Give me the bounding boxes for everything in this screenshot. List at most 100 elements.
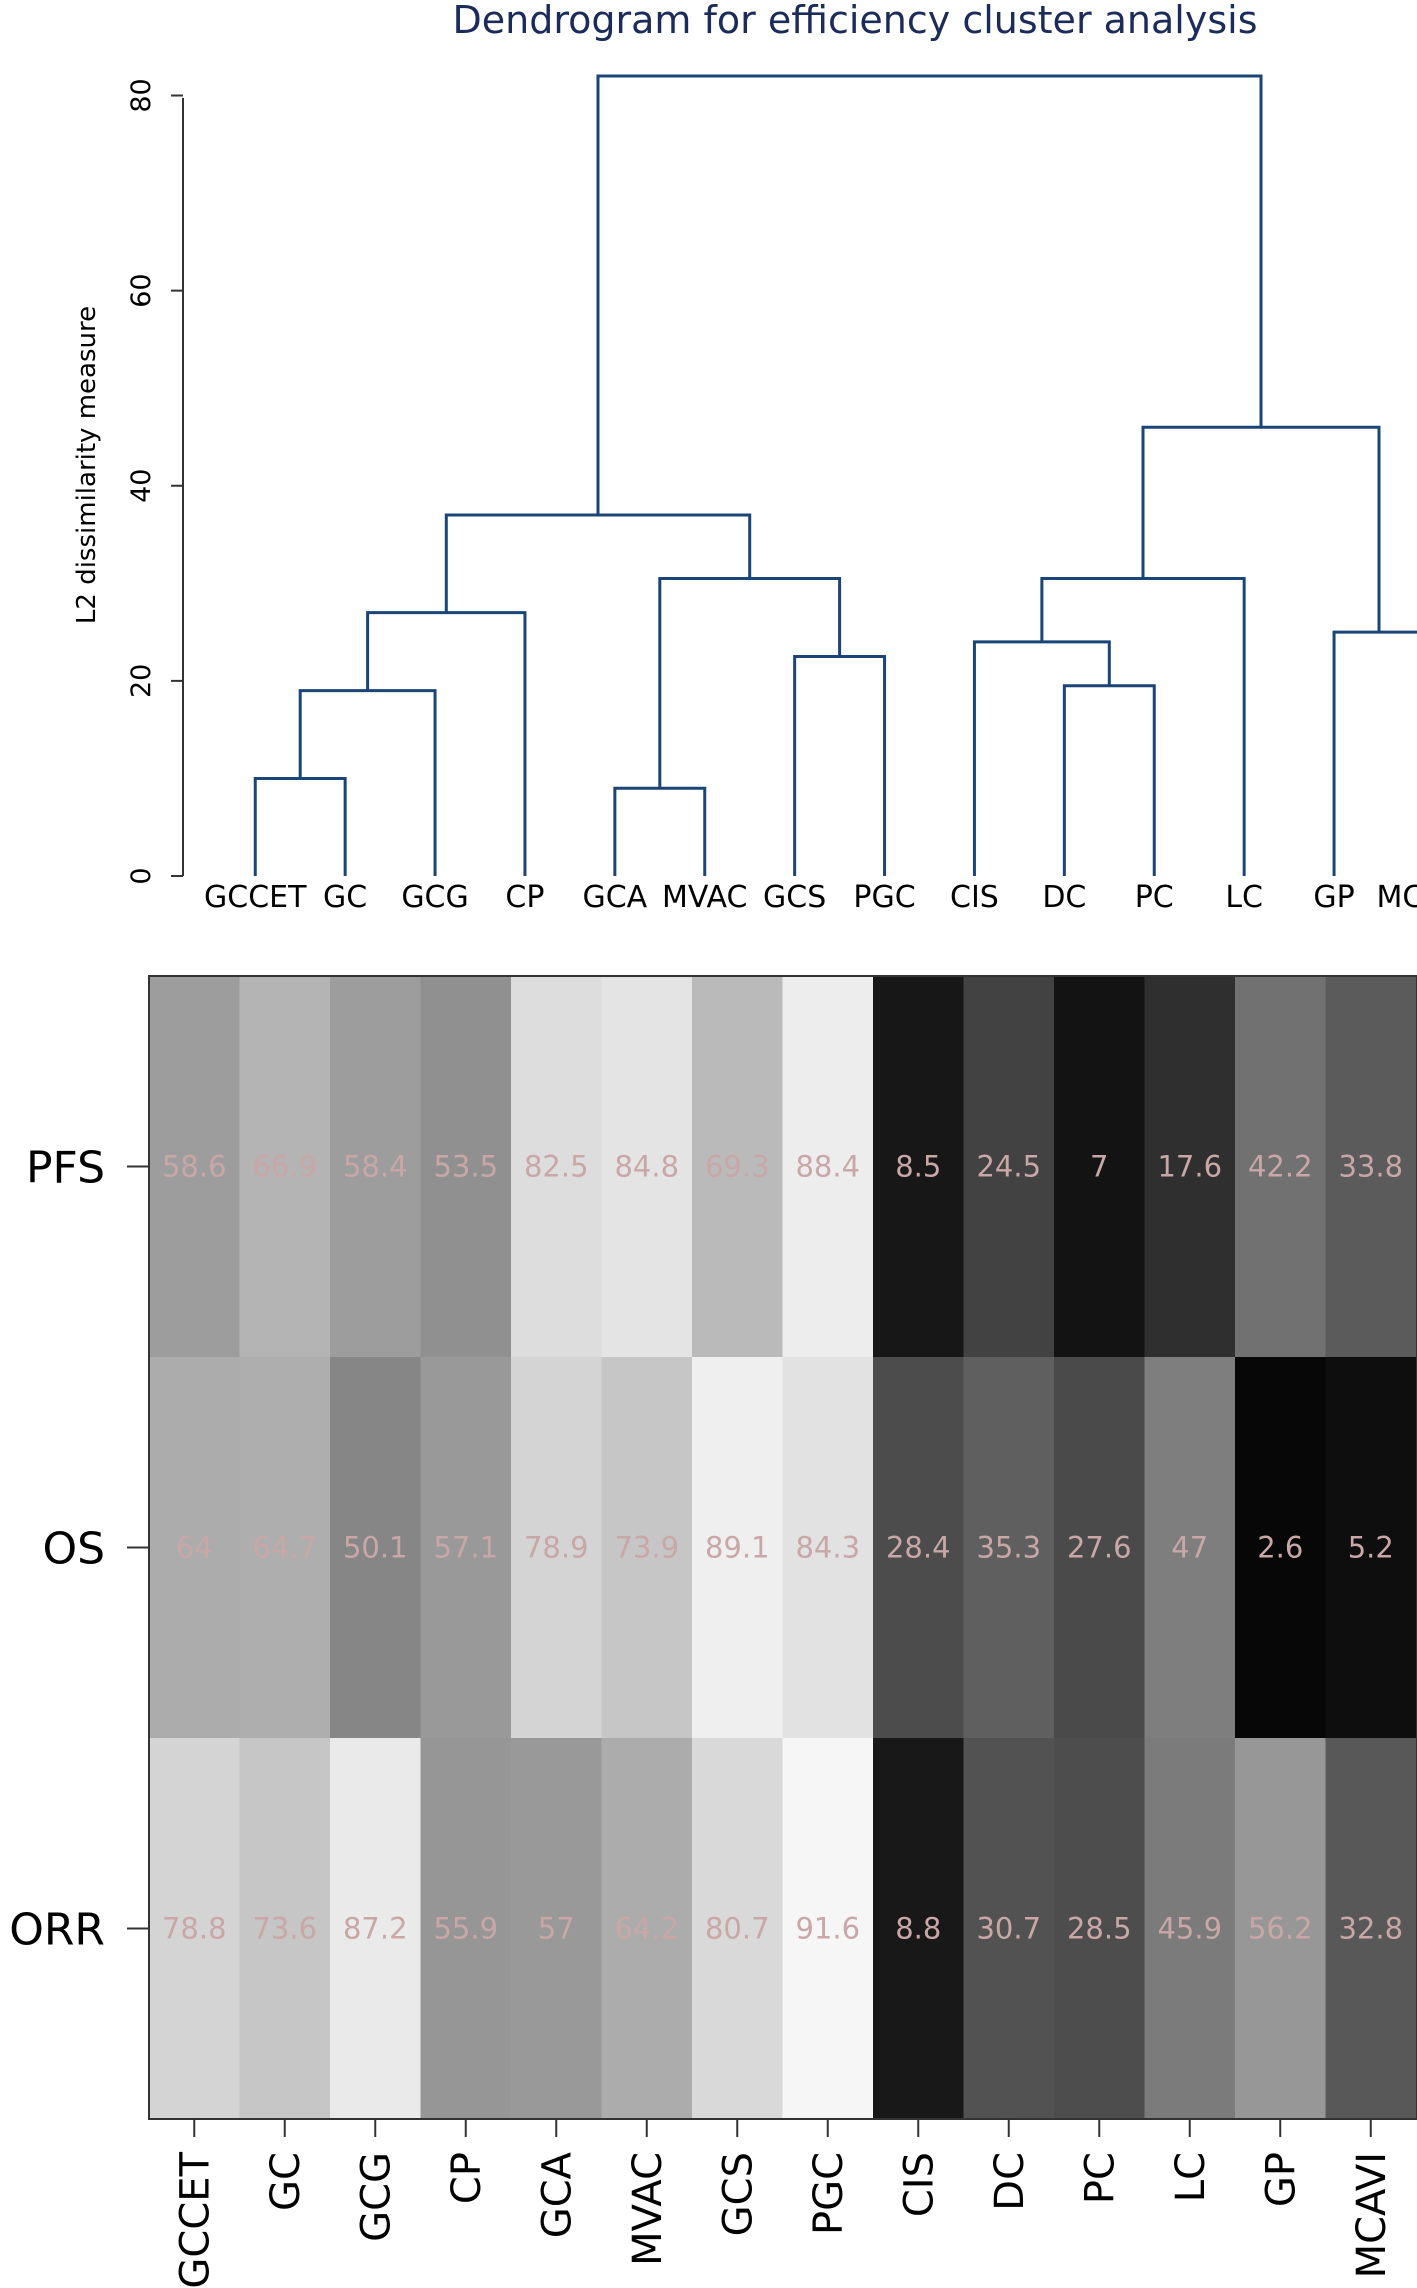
heatmap-cell-orr-gc xyxy=(239,1738,331,2120)
dendrogram-link-n13 xyxy=(596,74,1263,516)
heatmap-value-label: 69.3 xyxy=(705,1150,770,1184)
heatmap-value-label: 47 xyxy=(1171,1531,1208,1565)
heatmap-cell-pfs-gca xyxy=(511,976,603,1358)
heatmap-cell-orr-mcavi xyxy=(1325,1738,1417,2120)
heatmap-cell-os-dc xyxy=(963,1357,1055,1739)
heatmap-value-label: 28.4 xyxy=(886,1531,951,1565)
heatmap-value-label: 42.2 xyxy=(1248,1150,1313,1184)
row-label-orr: ORR xyxy=(9,1905,105,1956)
heatmap-cell-os-cp xyxy=(420,1357,512,1739)
heatmap-cell-orr-gca xyxy=(511,1738,603,2120)
heatmap-cell-pfs-dc xyxy=(963,976,1055,1358)
heatmap-value-label: 2.6 xyxy=(1257,1531,1303,1565)
dendrogram-link-n7 xyxy=(444,513,752,613)
heatmap-value-label: 7 xyxy=(1090,1150,1108,1184)
heatmap-value-label: 87.2 xyxy=(343,1912,408,1946)
y-tick-label: 40 xyxy=(126,469,157,503)
column-label-pc: PC xyxy=(1077,2152,1123,2204)
heatmap-cell-orr-cis xyxy=(873,1738,965,2120)
heatmap-column-labels: GCCET GC GCG CP GCA MVAC GCS PGC CIS DC PC LC GP MCAV… xyxy=(172,2119,1395,2288)
heatmap-value-label: 66.9 xyxy=(252,1150,317,1184)
heatmap-cells xyxy=(149,976,1417,2120)
heatmap-cell-pfs-mvac xyxy=(601,976,693,1358)
leaf-label-dc: DC xyxy=(1042,880,1086,915)
heatmap-value-labels: 58.6 66.9 58.4 53.5 82.5 84.8 69.3 88.4 8.5 24.5 7… xyxy=(162,1150,1403,1946)
heatmap-cell-os-gcs xyxy=(692,1357,784,1739)
heatmap-value-label: 28.5 xyxy=(1067,1912,1132,1946)
column-label-cis: CIS xyxy=(896,2152,942,2217)
dendrogram-link-n8 xyxy=(1062,684,1156,876)
heatmap-value-label: 53.5 xyxy=(433,1150,498,1184)
dendrogram-link-n3 xyxy=(366,611,527,876)
heatmap-cell-os-pc xyxy=(1054,1357,1146,1739)
column-label-mcavi: MCAVI xyxy=(1349,2152,1395,2278)
column-label-gp: GP xyxy=(1258,2152,1304,2207)
heatmap-cell-os-cis xyxy=(873,1357,965,1739)
dendrogram-link-n11 xyxy=(1332,630,1417,876)
heatmap-cell-os-lc xyxy=(1144,1357,1236,1739)
dendrogram-links xyxy=(253,74,1417,876)
leaf-label-gp: GP xyxy=(1313,880,1354,915)
y-tick-label: 20 xyxy=(126,664,157,698)
column-label-cp: CP xyxy=(444,2152,490,2204)
heatmap-cell-os-mcavi xyxy=(1325,1357,1417,1739)
heatmap-value-label: 50.1 xyxy=(343,1531,408,1565)
heatmap-value-label: 84.3 xyxy=(795,1531,860,1565)
column-label-gcs: GCS xyxy=(715,2152,761,2236)
column-label-gca: GCA xyxy=(534,2151,580,2238)
heatmap-cell-os-pgc xyxy=(782,1357,874,1739)
heatmap-value-label: 33.8 xyxy=(1338,1150,1403,1184)
dendrogram-leaf-labels: GCCET GC GCG CP GCA MVAC GCS PGC CIS DC PC LC GP MCAV… xyxy=(204,880,1417,915)
heatmap-cell-pfs-gcg xyxy=(330,976,422,1358)
leaf-label-cis: CIS xyxy=(950,880,999,915)
column-label-dc: DC xyxy=(987,2152,1033,2211)
heatmap-value-label: 32.8 xyxy=(1338,1912,1403,1946)
heatmap-cell-os-gp xyxy=(1235,1357,1327,1739)
heatmap-cell-os-gc xyxy=(239,1357,331,1739)
dendrogram-link-n9 xyxy=(972,640,1111,876)
column-label-mvac: MVAC xyxy=(625,2152,671,2266)
heatmap-value-label: 57 xyxy=(538,1912,575,1946)
row-label-os: OS xyxy=(42,1524,105,1575)
dendrogram-y-ticks: 0 20 40 60 80 xyxy=(126,78,183,885)
row-label-pfs: PFS xyxy=(26,1143,105,1194)
heatmap-cell-os-gca xyxy=(511,1357,603,1739)
leaf-label-gcs: GCS xyxy=(763,880,826,915)
leaf-label-cp: CP xyxy=(505,880,544,915)
leaf-label-gcg: GCG xyxy=(401,880,468,915)
heatmap-value-label: 27.6 xyxy=(1067,1531,1132,1565)
heatmap-value-label: 8.5 xyxy=(895,1150,941,1184)
leaf-label-pc: PC xyxy=(1135,880,1174,915)
heatmap-cell-pfs-cp xyxy=(420,976,512,1358)
column-label-pgc: PGC xyxy=(806,2152,852,2235)
heatmap-value-label: 80.7 xyxy=(705,1912,770,1946)
heatmap-value-label: 58.4 xyxy=(343,1150,408,1184)
heatmap-cell-pfs-gccet xyxy=(149,976,241,1358)
heatmap-cell-orr-cp xyxy=(420,1738,512,2120)
dendrogram-link-n1 xyxy=(253,776,347,876)
heatmap-cell-pfs-pgc xyxy=(782,976,874,1358)
heatmap-cell-orr-dc xyxy=(963,1738,1055,2120)
heatmap-value-label: 64.7 xyxy=(252,1531,317,1565)
heatmap-cell-orr-gcg xyxy=(330,1738,422,2120)
y-tick-label: 0 xyxy=(126,867,157,884)
heatmap-value-label: 55.9 xyxy=(433,1912,498,1946)
heatmap-value-label: 78.8 xyxy=(162,1912,227,1946)
heatmap-value-label: 17.6 xyxy=(1157,1150,1222,1184)
leaf-label-gccet: GCCET xyxy=(204,880,307,915)
heatmap-value-label: 88.4 xyxy=(795,1150,860,1184)
heatmap-value-label: 35.3 xyxy=(976,1531,1041,1565)
y-tick-label: 80 xyxy=(126,78,157,112)
leaf-label-mvac: MVAC xyxy=(662,880,747,915)
leaf-label-pgc: PGC xyxy=(853,880,915,915)
heatmap-value-label: 58.6 xyxy=(162,1150,227,1184)
leaf-label-lc: LC xyxy=(1225,880,1263,915)
heatmap-value-label: 8.8 xyxy=(895,1912,941,1946)
column-label-lc: LC xyxy=(1168,2152,1214,2202)
heatmap-value-label: 84.8 xyxy=(614,1150,679,1184)
heatmap-cell-pfs-cis xyxy=(873,976,965,1358)
column-label-gcg: GCG xyxy=(353,2152,399,2242)
heatmap-value-label: 64 xyxy=(176,1531,213,1565)
dendrogram-link-n5 xyxy=(793,654,887,876)
